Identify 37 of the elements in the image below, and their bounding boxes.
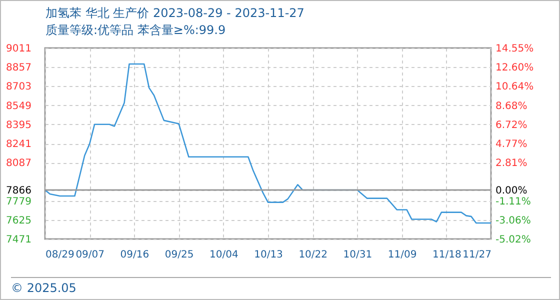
y2-tick-label: 4.77% <box>496 138 528 150</box>
y2-tick-label: -1.11% <box>496 196 531 208</box>
x-tick-label: 10/04 <box>209 250 238 260</box>
y-tick-label: 8395 <box>6 120 32 131</box>
y2-tick-label: 6.72% <box>496 120 528 131</box>
y-tick-label: 7779 <box>6 196 32 208</box>
text: © 2025.05 <box>11 277 551 295</box>
x-tick-label: 11/09 <box>388 250 417 260</box>
y2-tick-label: 2.81% <box>496 158 528 170</box>
y-tick-label: 8549 <box>6 100 32 112</box>
x-tick-label: 10/31 <box>343 250 372 260</box>
chart-subtitle: 质量等级:优等品 苯含量≥%:99.9 <box>46 23 226 37</box>
y2-tick-label: 14.55% <box>496 44 534 54</box>
y2-tick-label: -5.02% <box>496 234 531 246</box>
x-tick-label: 10/22 <box>298 250 328 260</box>
x-tick-label: 11/27 <box>462 250 492 260</box>
y-tick-label: 8241 <box>6 139 32 150</box>
y2-tick-label: 0.00% <box>496 186 528 197</box>
y-tick-label: 9011 <box>6 44 32 54</box>
x-tick-label: 09/07 <box>76 250 105 260</box>
y-tick-label: 8857 <box>6 62 32 74</box>
chart-title: 加氢苯 华北 生产价 2023-08-29 - 2023-11-27 <box>46 6 304 20</box>
y-tick-label: 7866 <box>6 186 32 197</box>
x-tick-label: 10/13 <box>254 250 283 260</box>
y2-tick-label: 8.68% <box>496 100 528 112</box>
x-tick-label: 09/16 <box>120 250 150 260</box>
x-tick-label: 08/29 <box>46 250 74 260</box>
line-series <box>45 63 491 224</box>
x-tick-label: 11/18 <box>432 250 462 260</box>
y-tick-label: 7471 <box>6 234 32 246</box>
y2-tick-label: 10.64% <box>496 82 534 93</box>
y-tick-label: 7625 <box>6 215 32 226</box>
y2-tick-label: -3.06% <box>496 215 531 226</box>
y2-tick-label: 12.60% <box>496 62 534 74</box>
y-tick-label: 8703 <box>6 82 32 93</box>
y-tick-label: 8087 <box>6 158 32 170</box>
x-tick-label: 09/25 <box>164 250 194 260</box>
